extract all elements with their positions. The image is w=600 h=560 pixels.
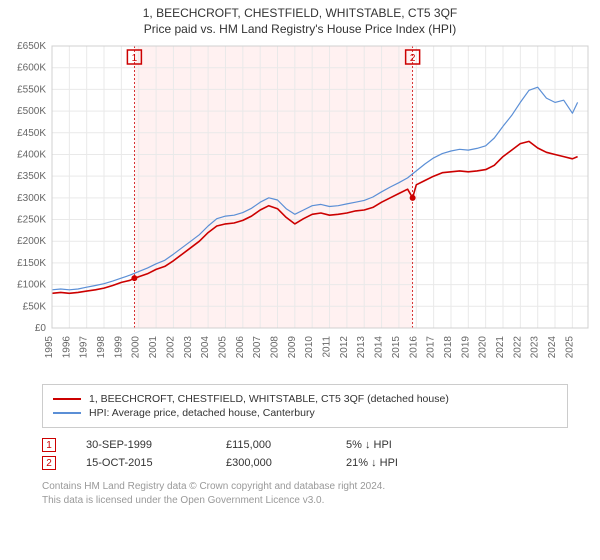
sale-date: 15-OCT-2015 — [86, 457, 196, 469]
svg-text:2011: 2011 — [322, 336, 333, 358]
plot-area: £0 £50K £100K £150K £200K £250K £300K £350K £400… — [0, 38, 600, 378]
svg-text:2001: 2001 — [148, 336, 159, 359]
svg-text:2012: 2012 — [339, 336, 350, 359]
svg-text:1995: 1995 — [44, 336, 55, 359]
svg-text:2015: 2015 — [391, 336, 402, 359]
chart-subtitle: Price paid vs. HM Land Registry's House … — [0, 22, 600, 36]
svg-text:2002: 2002 — [165, 336, 176, 359]
footer-text: Contains HM Land Registry data © Crown c… — [42, 480, 568, 507]
svg-text:£500K: £500K — [17, 106, 46, 117]
footer-line2: This data is licensed under the Open Gov… — [42, 494, 568, 508]
svg-text:£250K: £250K — [17, 215, 46, 226]
svg-text:2024: 2024 — [547, 336, 558, 359]
sale-row: 1 30-SEP-1999 £115,000 5% ↓ HPI — [42, 438, 568, 452]
sale-marker-icon: 2 — [42, 456, 56, 470]
svg-text:£0: £0 — [35, 323, 47, 334]
legend-swatch — [53, 398, 81, 400]
svg-text:2014: 2014 — [374, 336, 385, 359]
svg-text:2004: 2004 — [200, 336, 211, 359]
chart-svg: £0 £50K £100K £150K £200K £250K £300K £350K £400… — [0, 38, 600, 378]
svg-text:2013: 2013 — [356, 336, 367, 359]
svg-text:2: 2 — [410, 53, 416, 64]
footer-line1: Contains HM Land Registry data © Crown c… — [42, 480, 568, 494]
svg-text:2005: 2005 — [217, 336, 228, 359]
svg-text:2022: 2022 — [512, 336, 523, 359]
svg-text:£300K: £300K — [17, 193, 46, 204]
sale-diff: 5% ↓ HPI — [346, 439, 436, 451]
sale-diff: 21% ↓ HPI — [346, 457, 436, 469]
legend-swatch — [53, 412, 81, 414]
title-block: 1, BEECHCROFT, CHESTFIELD, WHITSTABLE, C… — [0, 0, 600, 38]
svg-text:2000: 2000 — [131, 336, 142, 359]
legend-label: HPI: Average price, detached house, Cant… — [89, 407, 315, 419]
svg-text:£50K: £50K — [23, 301, 47, 312]
svg-text:£400K: £400K — [17, 149, 46, 160]
svg-text:2008: 2008 — [270, 336, 281, 359]
legend-row: HPI: Average price, detached house, Cant… — [53, 407, 557, 419]
svg-text:£450K: £450K — [17, 128, 46, 139]
svg-text:2016: 2016 — [408, 336, 419, 359]
legend-label: 1, BEECHCROFT, CHESTFIELD, WHITSTABLE, C… — [89, 393, 449, 405]
svg-text:£100K: £100K — [17, 280, 46, 291]
legend: 1, BEECHCROFT, CHESTFIELD, WHITSTABLE, C… — [42, 384, 568, 428]
svg-text:2017: 2017 — [426, 336, 437, 359]
svg-text:2020: 2020 — [478, 336, 489, 359]
sales-table: 1 30-SEP-1999 £115,000 5% ↓ HPI 2 15-OCT-2015… — [42, 438, 568, 470]
sale-marker-icon: 1 — [42, 438, 56, 452]
svg-text:2025: 2025 — [564, 336, 575, 359]
svg-text:2018: 2018 — [443, 336, 454, 359]
svg-text:£150K: £150K — [17, 258, 46, 269]
legend-row: 1, BEECHCROFT, CHESTFIELD, WHITSTABLE, C… — [53, 393, 557, 405]
svg-text:2019: 2019 — [460, 336, 471, 359]
sale-price: £115,000 — [226, 439, 316, 451]
svg-text:2007: 2007 — [252, 336, 263, 359]
svg-text:2003: 2003 — [183, 336, 194, 359]
svg-text:2006: 2006 — [235, 336, 246, 359]
chart-container: 1, BEECHCROFT, CHESTFIELD, WHITSTABLE, C… — [0, 0, 600, 507]
svg-text:£550K: £550K — [17, 84, 46, 95]
svg-text:£650K: £650K — [17, 41, 46, 52]
svg-text:2023: 2023 — [530, 336, 541, 359]
svg-text:1999: 1999 — [113, 336, 124, 359]
svg-text:2010: 2010 — [304, 336, 315, 359]
svg-text:1998: 1998 — [96, 336, 107, 359]
svg-text:2009: 2009 — [287, 336, 298, 359]
svg-text:£600K: £600K — [17, 63, 46, 74]
sale-price: £300,000 — [226, 457, 316, 469]
svg-text:2021: 2021 — [495, 336, 506, 359]
sale-date: 30-SEP-1999 — [86, 439, 196, 451]
svg-text:1996: 1996 — [61, 336, 72, 359]
chart-title: 1, BEECHCROFT, CHESTFIELD, WHITSTABLE, C… — [0, 6, 600, 20]
svg-text:£350K: £350K — [17, 171, 46, 182]
svg-text:£200K: £200K — [17, 236, 46, 247]
sale-row: 2 15-OCT-2015 £300,000 21% ↓ HPI — [42, 456, 568, 470]
svg-text:1997: 1997 — [79, 336, 90, 359]
svg-text:1: 1 — [132, 53, 138, 64]
